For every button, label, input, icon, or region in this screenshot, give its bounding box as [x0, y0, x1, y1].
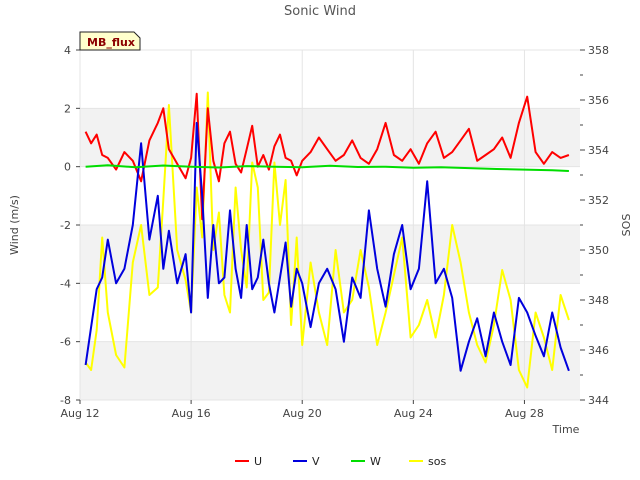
legend-label-V: V [312, 455, 320, 468]
y-tick-label-1: -6 [60, 336, 71, 349]
y2-tick-label-3: 350 [588, 244, 609, 257]
y-tick-label-4: 0 [64, 161, 71, 174]
y2-tick-label-0: 344 [588, 394, 609, 407]
x-tick-label-3: Aug 24 [394, 407, 433, 420]
site-badge: MB_flux [79, 31, 141, 51]
y2-tick-label-5: 354 [588, 144, 609, 157]
x-tick-label-4: Aug 28 [505, 407, 544, 420]
y-axis-ticks: -8 -6 -4 -2 0 2 4 [60, 44, 80, 407]
y2-tick-label-4: 352 [588, 194, 609, 207]
background-bands [80, 108, 580, 400]
x-axis-ticks: Aug 12 Aug 16 Aug 20 Aug 24 Aug 28 [61, 400, 544, 420]
legend-label-U: U [254, 455, 262, 468]
band-0 [80, 341, 580, 400]
series-V-line [84, 121, 570, 372]
y-tick-label-2: -4 [60, 277, 71, 290]
y2-axis-title: SOS [620, 214, 633, 237]
y-axis-title: Wind (m/s) [8, 195, 21, 255]
x-axis-title: Time [552, 423, 580, 436]
y2-tick-label-7: 358 [588, 44, 609, 57]
badge-shape [79, 31, 141, 51]
y-tick-label-3: -2 [60, 219, 71, 232]
chart-title: Sonic Wind [284, 4, 356, 19]
band-2 [80, 108, 580, 167]
legend-label-W: W [370, 455, 381, 468]
y2-axis-ticks: 344 346 348 350 352 354 356 358 [580, 44, 609, 407]
legend-label-sos: sos [428, 455, 446, 468]
y2-tick-label-6: 356 [588, 94, 609, 107]
y-tick-label-5: 2 [64, 102, 71, 115]
y-tick-label-0: -8 [60, 394, 71, 407]
series-layer [84, 91, 570, 389]
x-tick-label-1: Aug 16 [172, 407, 211, 420]
x-tick-label-0: Aug 12 [61, 407, 100, 420]
y2-tick-label-1: 346 [588, 344, 609, 357]
badge-label: MB_flux [87, 36, 135, 49]
x-tick-label-2: Aug 20 [283, 407, 322, 420]
series-W-line [85, 164, 569, 172]
y-tick-label-6: 4 [64, 44, 71, 57]
y2-tick-label-2: 348 [588, 294, 609, 307]
